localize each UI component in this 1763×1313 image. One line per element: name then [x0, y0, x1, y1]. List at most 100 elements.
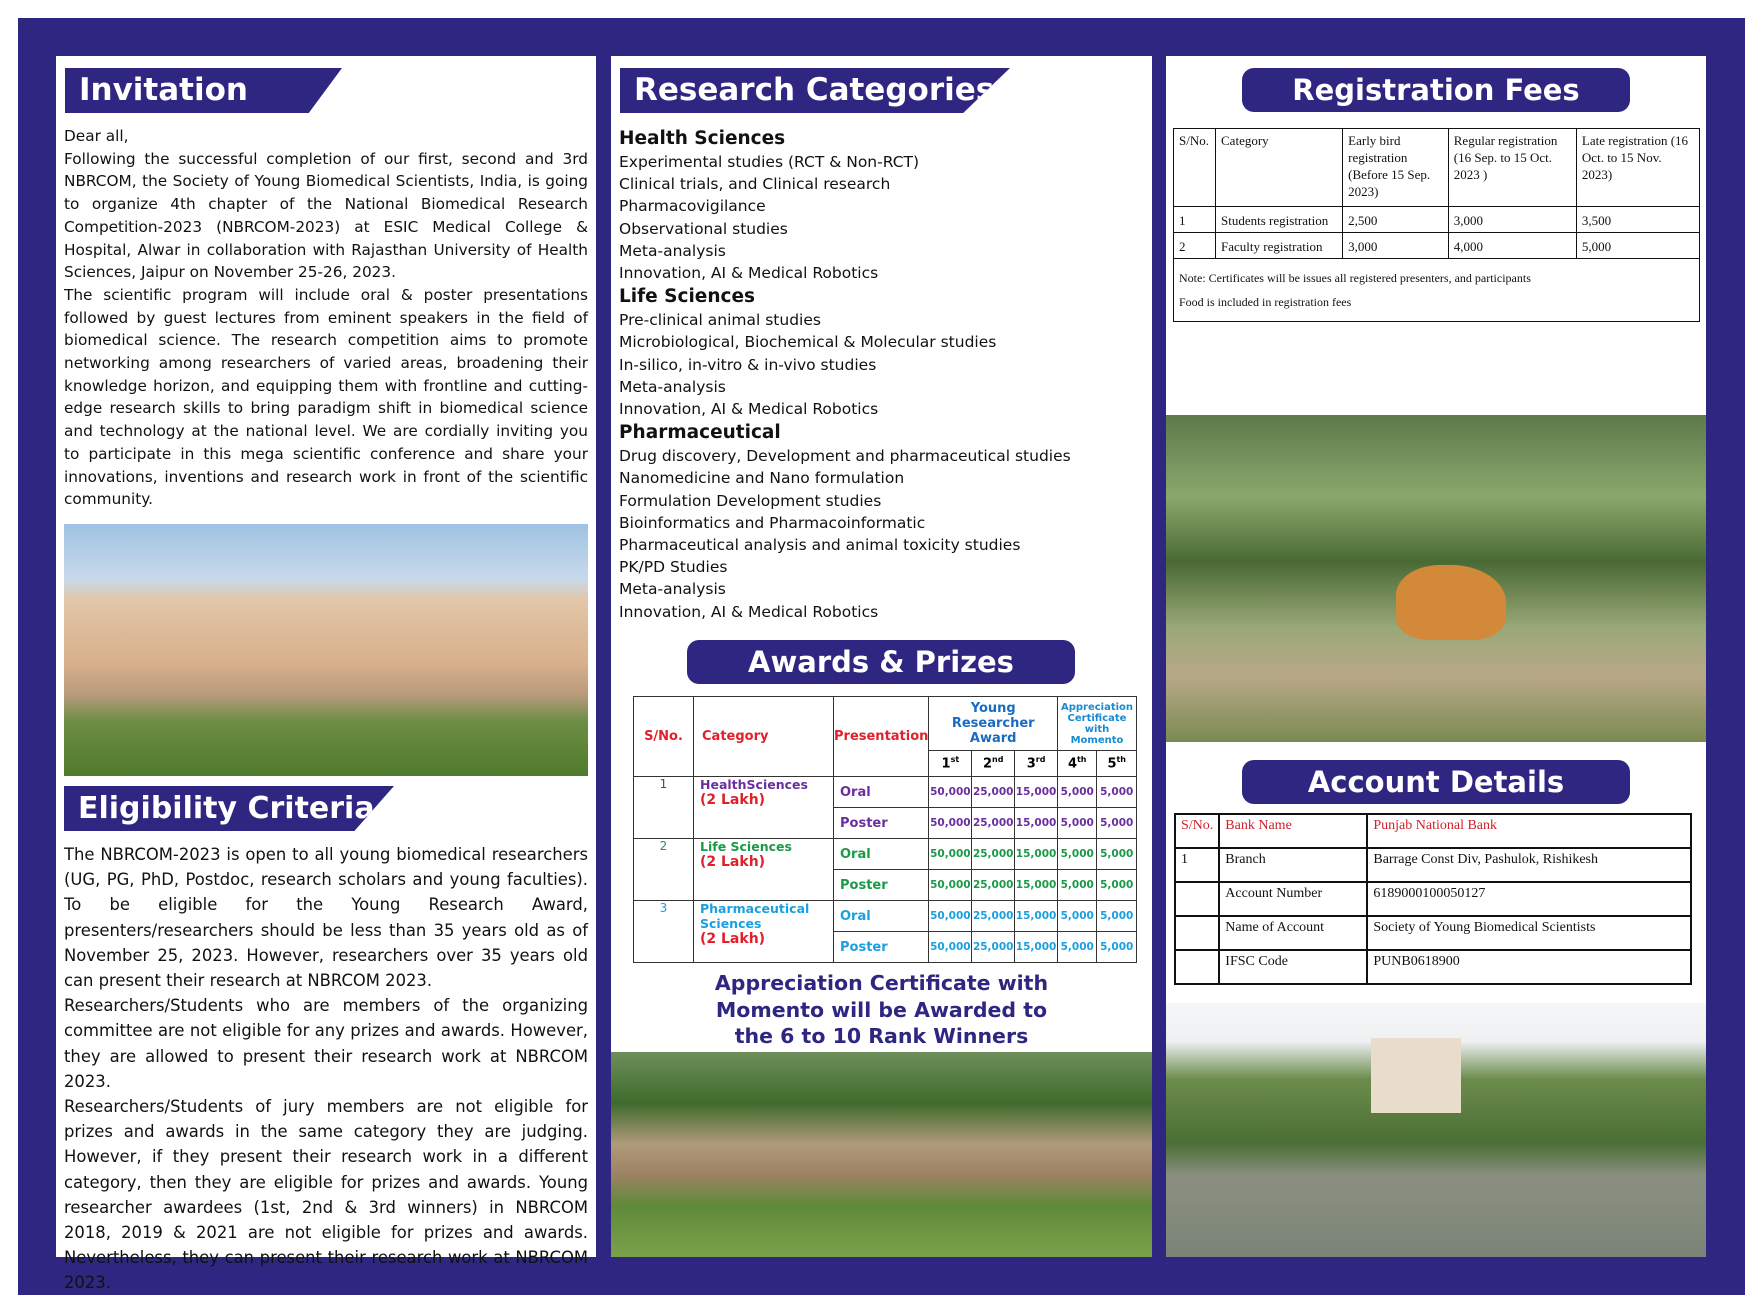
prize-amount: 15,000 [1014, 900, 1058, 932]
fees-header: Regular registration (16 Sep. to 15 Oct.… [1447, 128, 1577, 207]
fees-cell: 2 [1172, 232, 1217, 259]
rank-number: 3 [1026, 756, 1036, 772]
research-categories-list: Health Sciences Experimental studies (RCT… [619, 126, 1071, 623]
category-item: Clinical trials, and Clinical research [619, 175, 891, 194]
eligibility-title: Eligibility Criteria [64, 786, 394, 831]
invitation-paragraph: Following the successful completion of o… [64, 149, 588, 282]
food-note: Food is included in registration fees [1179, 295, 1352, 309]
presentation-type: Poster [832, 931, 930, 963]
awards-row: 3 Pharmaceutical Sciences (2 Lakh) Oral 50,0… [633, 900, 1137, 963]
header-young-researcher: Young Researcher Award [928, 696, 1058, 751]
awards-row: 1 HealthSciences (2 Lakh) Oral 50,000 25,000 1… [633, 776, 1137, 839]
category-heading: Life Sciences [619, 286, 756, 308]
row-category: HealthSciences (2 Lakh) [693, 776, 834, 839]
account-cell: Society of Young Biomedical Scientists [1367, 916, 1692, 951]
awards-table: S/No. Category Presentation Young Researche… [633, 696, 1137, 963]
category-item: Bioinformatics and Pharmacoinformatic [619, 513, 926, 532]
account-cell: Barrage Const Div, Pashulok, Rishikesh [1367, 848, 1692, 883]
category-name: Pharmaceutical Sciences [700, 901, 810, 931]
rank-suffix: th [1076, 755, 1087, 765]
presentation-type: Oral [832, 776, 930, 808]
awards-row: Poster 50,000 25,000 15,000 5,000 5,000 [634, 931, 1137, 963]
rank-suffix: st [950, 755, 960, 765]
prize-amount: 5,000 [1096, 807, 1137, 839]
prize-amount: 15,000 [1014, 776, 1058, 808]
prize-amount: 5,000 [1056, 869, 1098, 901]
category-item: Meta-analysis [619, 241, 726, 260]
account-cell [1173, 950, 1221, 985]
awards-row: 2 Life Sciences (2 Lakh) Oral 50,000 25,000 15… [633, 838, 1137, 901]
account-cell: PUNB0618900 [1367, 950, 1692, 985]
row-sno: 2 [633, 838, 694, 901]
prize-amount: 5,000 [1096, 931, 1137, 963]
fees-header-row: S/No. Category Early bird registration (Be… [1172, 128, 1701, 207]
account-cell: Account Number [1219, 882, 1369, 917]
fees-title: Registration Fees [1242, 68, 1630, 112]
account-row: IFSC Code PUNB0618900 [1173, 950, 1692, 985]
category-item: Experimental studies (RCT & Non-RCT) [619, 153, 920, 171]
rank-number: 2 [982, 756, 993, 772]
prize-amount: 50,000 [928, 900, 973, 932]
prize-amount: 5,000 [1056, 807, 1098, 839]
account-cell: Name of Account [1219, 916, 1369, 951]
prize-amount: 5,000 [1056, 838, 1098, 870]
prize-amount: 15,000 [1014, 931, 1058, 963]
rank-number: 1 [941, 756, 951, 772]
header-presentation: Presentation [832, 696, 930, 777]
prize-amount: 25,000 [971, 776, 1016, 808]
category-item: Formulation Development studies [619, 491, 882, 510]
rank-header: 1st [928, 750, 973, 777]
rank-suffix: nd [992, 755, 1004, 765]
fees-row: 2 Faculty registration 3,000 4,000 5,000 [1172, 232, 1701, 259]
account-table: S/No. Bank Name Punjab National Bank 1 Branc… [1173, 813, 1692, 985]
fees-table: S/No. Category Early bird registration (Be… [1172, 128, 1701, 322]
rank-header: 3rd [1014, 750, 1058, 777]
prize-amount: 25,000 [971, 869, 1016, 901]
row-sno: 1 [633, 776, 694, 839]
tiger-safari-image [1166, 415, 1706, 742]
prize-amount: 5,000 [1096, 776, 1137, 808]
fees-header: S/No. [1172, 128, 1217, 207]
account-title: Account Details [1242, 760, 1630, 804]
prize-amount: 5,000 [1056, 931, 1098, 963]
fees-header: Category [1215, 128, 1344, 207]
research-title: Research Categories [620, 68, 1010, 113]
research-panel: Research Categories Health Sciences Exper… [611, 56, 1152, 1257]
fees-cell: 5,000 [1575, 232, 1701, 259]
prize-amount: 15,000 [1014, 807, 1058, 839]
presentation-type: Poster [832, 869, 930, 901]
college-building-image [64, 524, 588, 776]
rank-header: 4th [1056, 750, 1098, 777]
rank-header: 2nd [971, 750, 1016, 777]
prize-amount: 15,000 [1014, 838, 1058, 870]
prize-amount: 50,000 [928, 869, 973, 901]
prize-amount: 5,000 [1096, 869, 1137, 901]
prize-amount: 50,000 [928, 776, 973, 808]
account-row: Name of Account Society of Young Biomedic… [1173, 916, 1692, 951]
category-item: Pharmacovigilance [619, 197, 766, 216]
category-item: In-silico, in-vitro & in-vivo studies [619, 355, 877, 374]
fees-cell: 4,000 [1447, 232, 1577, 259]
header-category: Category [693, 696, 834, 777]
presentation-type: Oral [832, 838, 930, 870]
rank-suffix: rd [1035, 755, 1046, 765]
category-item: Innovation, AI & Medical Robotics [619, 602, 879, 621]
presentation-type: Poster [832, 807, 930, 839]
account-cell: Punjab National Bank [1367, 814, 1692, 849]
prize-amount: 5,000 [1056, 776, 1098, 808]
prize-amount: 50,000 [928, 838, 973, 870]
fees-cell: 3,000 [1342, 232, 1449, 259]
category-item: Microbiological, Biochemical & Molecular… [619, 333, 997, 352]
category-amount: (2 Lakh) [700, 931, 766, 947]
category-heading: Pharmaceutical [619, 422, 781, 444]
fees-note: Note: Certificates will be issues all re… [1173, 258, 1700, 322]
prize-amount: 25,000 [971, 838, 1016, 870]
invitation-panel: Invitation Dear all, Following the succe… [56, 56, 596, 1292]
account-row: Account Number 6189000100050127 [1173, 882, 1692, 917]
category-item: Pre-clinical animal studies [619, 311, 821, 330]
account-cell [1173, 882, 1221, 917]
category-item: Meta-analysis [619, 580, 726, 599]
eligibility-paragraph: The NBRCOM-2023 is open to all young bio… [64, 845, 588, 991]
account-cell: S/No. [1173, 814, 1221, 849]
prize-amount: 5,000 [1056, 900, 1098, 932]
